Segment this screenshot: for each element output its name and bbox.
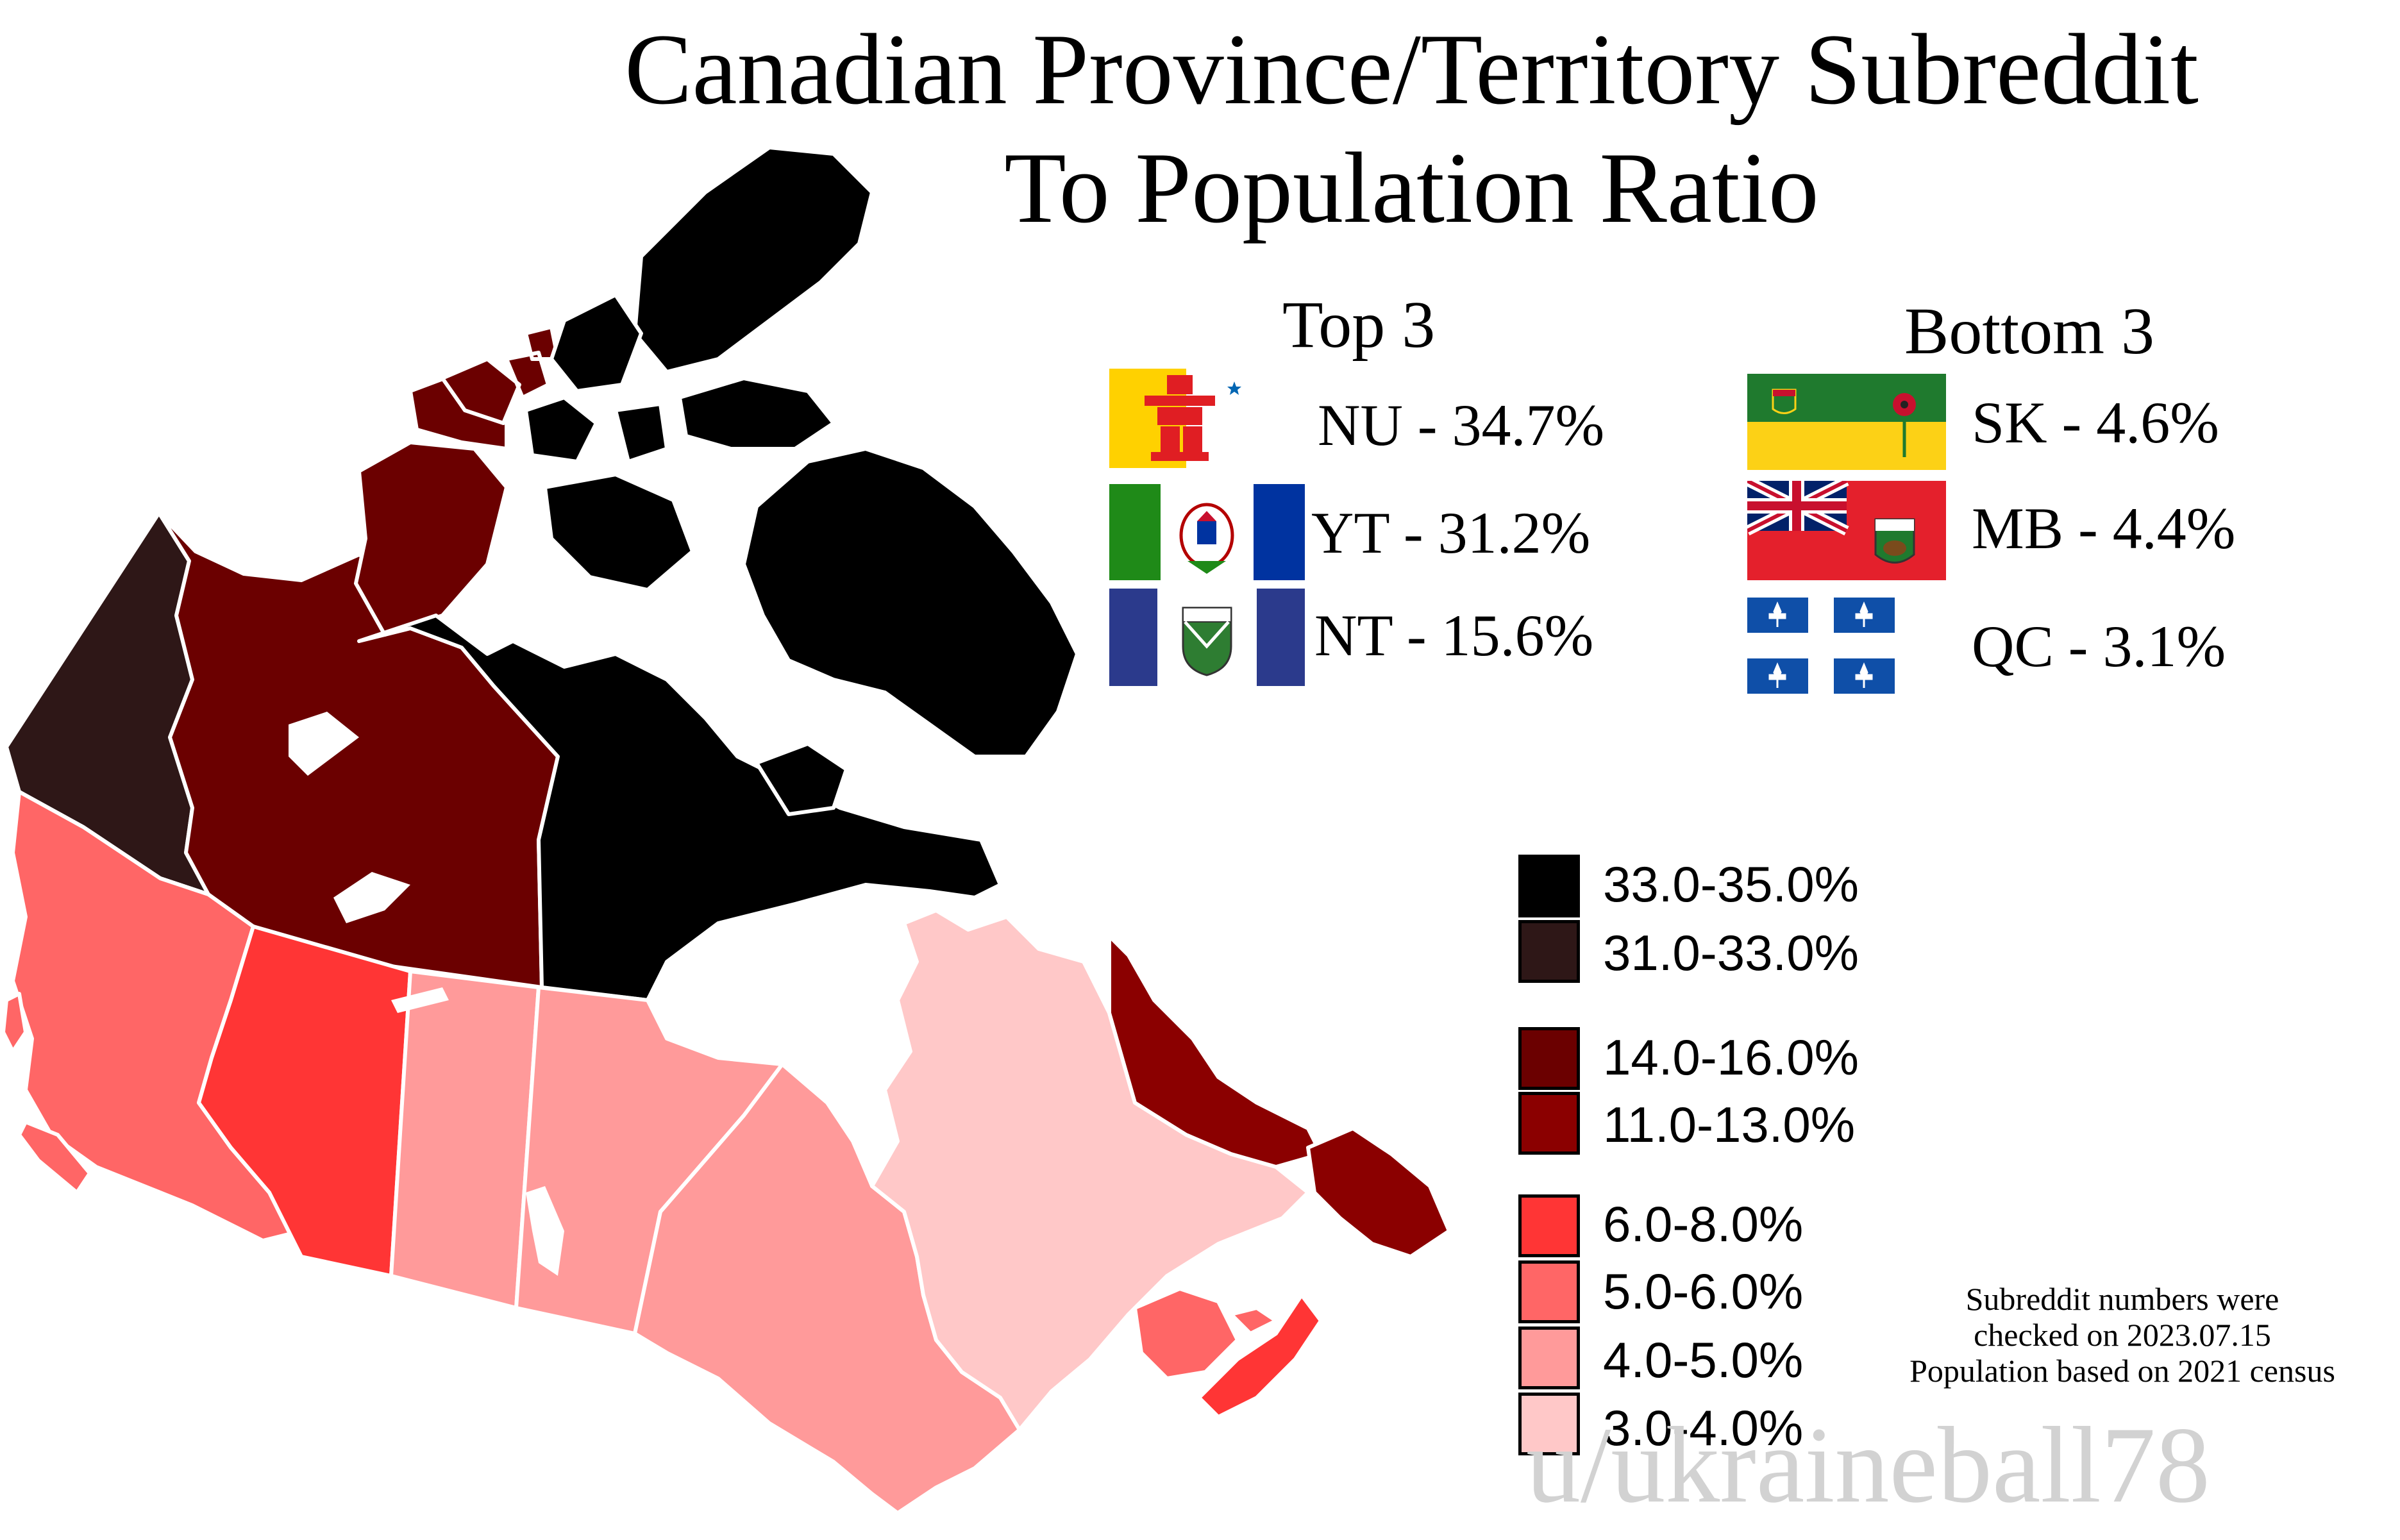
yukon-flag-icon [1109, 484, 1305, 580]
region-bc-island-vancouver [17, 1120, 92, 1194]
quebec-flag-icon [1747, 591, 1901, 694]
region-nu-island-axel [550, 293, 643, 393]
region-nb [1133, 1287, 1239, 1380]
legend-swatch [1518, 1027, 1580, 1090]
legend-label: 31.0-33.0% [1603, 925, 1859, 981]
legend-swatch [1518, 1092, 1580, 1155]
legend-swatch [1518, 1327, 1580, 1389]
legend-label: 11.0-13.0% [1603, 1096, 1856, 1153]
manitoba-flag-icon [1747, 481, 1946, 580]
great-slave-lake [333, 872, 410, 923]
legend-label: 33.0-35.0% [1603, 856, 1859, 912]
region-nu [357, 614, 1002, 1002]
region-nt-island-victoria [354, 440, 508, 637]
region-ns [1197, 1293, 1323, 1419]
hudson-bay [667, 885, 917, 1186]
legend-label: 5.0-6.0% [1603, 1263, 1804, 1319]
source-note: Subreddit numbers were checked on 2023.0… [1847, 1281, 2398, 1389]
region-nl-newfoundland [1306, 1126, 1451, 1259]
region-pe [1229, 1306, 1278, 1335]
region-nu-island-baffin [742, 447, 1079, 758]
legend-label: 14.0-16.0% [1603, 1029, 1859, 1085]
lake-winnipeg [526, 1186, 564, 1276]
map-title-line-1: Canadian Province/Territory Subreddit [625, 13, 2199, 126]
bottom3-label-sk: SK - 4.6% [1972, 390, 2219, 455]
note-line: Subreddit numbers were [1965, 1281, 2279, 1317]
legend-swatch [1518, 1194, 1580, 1257]
bottom3-label-mb: MB - 4.4% [1972, 496, 2236, 561]
top3-label-nu: NU - 34.7% [1318, 392, 1605, 458]
great-bear-lake [289, 712, 359, 776]
note-line: checked on 2023.07.15 [1974, 1317, 2271, 1353]
nunavut-flag-icon [1109, 369, 1257, 468]
map-title-line-2: To Population Ratio [1004, 132, 1819, 244]
region-nu-island-central [543, 473, 694, 592]
region-sk [389, 969, 541, 1310]
note-line: Population based on 2021 census [1909, 1353, 2335, 1389]
top3-label-yt: YT - 31.2% [1311, 500, 1591, 565]
legend-swatch [1518, 1393, 1580, 1455]
bottom3-heading: Bottom 3 [1904, 294, 2155, 368]
region-nu-island-devon [678, 376, 835, 451]
region-nu-island-queen-elizabeth [524, 396, 669, 464]
lake-athabasca [391, 987, 449, 1013]
bottom3-label-qc: QC - 3.1% [1972, 614, 2226, 679]
legend-swatch [1518, 855, 1580, 917]
northwest-territories-flag-icon [1109, 589, 1305, 686]
legend-label: 4.0-5.0% [1603, 1332, 1804, 1388]
saskatchewan-flag-icon [1747, 374, 1946, 470]
legend-swatch [1518, 1260, 1580, 1323]
region-nu-island-ellesmere [633, 146, 874, 374]
legend-swatch [1518, 920, 1580, 983]
legend-label: 3.0-4.0% [1603, 1400, 1804, 1456]
top3-label-nt: NT - 15.6% [1314, 603, 1594, 668]
region-nu-island-southampton [755, 742, 848, 816]
legend-label: 6.0-8.0% [1603, 1196, 1804, 1252]
author-credit: u/ukraineball78 [1526, 1405, 2210, 1525]
top3-heading: Top 3 [1282, 288, 1436, 362]
region-bc-island-haida [1, 992, 28, 1053]
